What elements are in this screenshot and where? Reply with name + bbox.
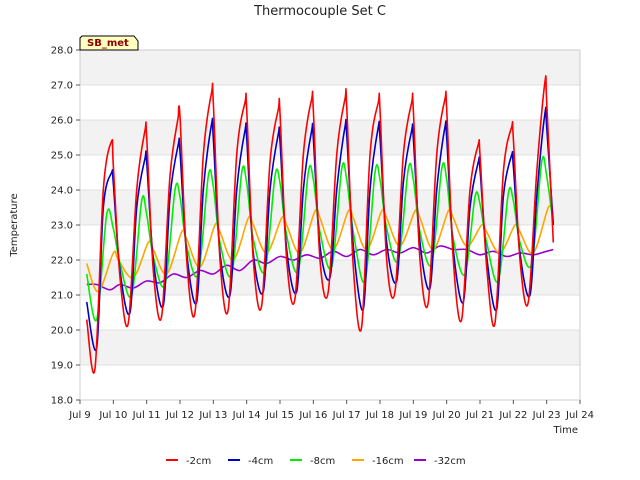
x-tick-label: Jul 19 bbox=[398, 410, 427, 421]
y-axis-ticks: 18.0 19.0 20.0 21.0 22.0 23.0 24.0 25.0 26.0 27.0… bbox=[51, 46, 80, 407]
grid-band bbox=[80, 120, 580, 155]
series-line-2cmcm bbox=[85, 75, 555, 374]
grid-band bbox=[80, 330, 580, 365]
x-tick-label: Jul 20 bbox=[432, 410, 461, 421]
x-tick-label: Jul 22 bbox=[498, 410, 527, 421]
badge-label: SB_met bbox=[87, 38, 129, 49]
grid-band bbox=[80, 155, 580, 190]
x-tick-label: Jul 16 bbox=[298, 410, 327, 421]
y-tick-label: 21.0 bbox=[51, 291, 73, 302]
grid-band bbox=[80, 365, 580, 400]
x-tick-label: Jul 11 bbox=[132, 410, 161, 421]
y-tick-label: 27.0 bbox=[51, 81, 73, 92]
y-tick-label: 20.0 bbox=[51, 326, 73, 337]
x-tick-label: Jul 18 bbox=[365, 410, 394, 421]
y-tick-label: 18.0 bbox=[51, 396, 73, 407]
y-tick-label: 19.0 bbox=[51, 361, 73, 372]
station-badge: SB_met bbox=[79, 35, 139, 51]
x-tick-label: Jul 10 bbox=[98, 410, 127, 421]
x-tick-label: Jul 15 bbox=[265, 410, 294, 421]
grid-band bbox=[80, 190, 580, 225]
legend-label: -32cm bbox=[434, 456, 466, 467]
x-tick-label: Jul 13 bbox=[198, 410, 227, 421]
grid-band bbox=[80, 295, 580, 330]
legend-label: -2cm bbox=[186, 456, 211, 467]
x-tick-label: Jul 9 bbox=[68, 410, 91, 421]
x-tick-label: Jul 24 bbox=[565, 410, 594, 421]
grid-band bbox=[80, 50, 580, 85]
x-tick-label: Jul 12 bbox=[165, 410, 194, 421]
y-tick-label: 24.0 bbox=[51, 186, 73, 197]
series-lines bbox=[85, 75, 555, 374]
x-tick-label: Jul 21 bbox=[465, 410, 494, 421]
grid-band bbox=[80, 225, 580, 260]
y-axis-title: Temperature bbox=[9, 193, 20, 257]
x-axis-title: Time bbox=[553, 425, 578, 436]
x-tick-label: Jul 14 bbox=[232, 410, 261, 421]
x-tick-label: Jul 17 bbox=[332, 410, 361, 421]
legend: -2cm -4cm -8cm -16cm -32cm bbox=[166, 456, 466, 467]
y-tick-label: 25.0 bbox=[51, 151, 73, 162]
legend-label: -16cm bbox=[372, 456, 404, 467]
legend-label: -8cm bbox=[310, 456, 335, 467]
y-tick-label: 26.0 bbox=[51, 116, 73, 127]
x-axis-ticks: Jul 9 Jul 10 Jul 11 Jul 12 Jul 13 Jul 14 Jul 1… bbox=[68, 400, 594, 421]
chart-title: Thermocouple Set C bbox=[253, 4, 386, 19]
y-tick-label: 28.0 bbox=[51, 46, 73, 57]
grid-band bbox=[80, 85, 580, 120]
badge-box bbox=[79, 35, 139, 51]
y-tick-label: 22.0 bbox=[51, 256, 73, 267]
series-line-8cmcm bbox=[85, 155, 555, 322]
legend-label: -4cm bbox=[248, 456, 273, 467]
x-tick-label: Jul 23 bbox=[532, 410, 561, 421]
y-tick-label: 23.0 bbox=[51, 221, 73, 232]
